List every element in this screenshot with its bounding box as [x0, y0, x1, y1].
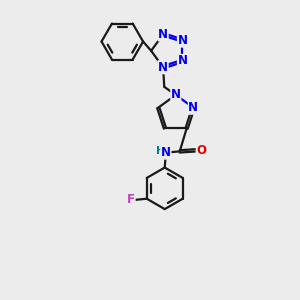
Text: F: F — [127, 194, 135, 206]
Text: N: N — [158, 61, 168, 74]
Text: O: O — [196, 144, 206, 157]
Text: N: N — [171, 88, 181, 101]
Text: N: N — [158, 28, 168, 41]
Text: N: N — [178, 34, 188, 47]
Text: N: N — [178, 54, 188, 68]
Text: N: N — [188, 101, 198, 114]
Text: H: H — [156, 146, 165, 156]
Text: N: N — [161, 146, 171, 159]
